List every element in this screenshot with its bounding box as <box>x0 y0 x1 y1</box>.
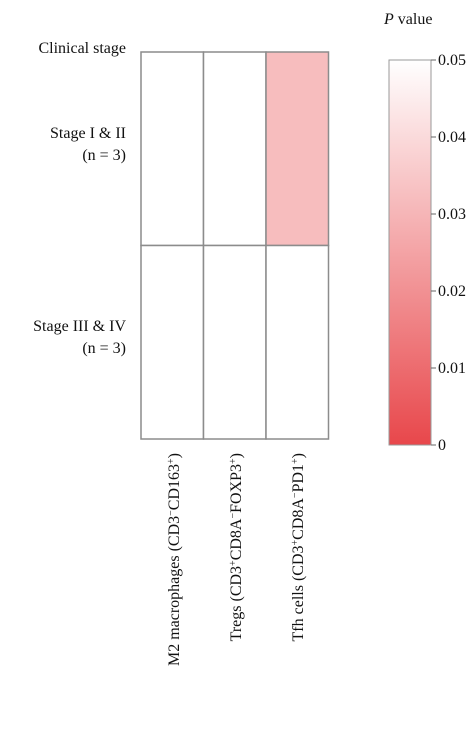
row-labels: Stage I & II (n = 3) Stage III & IV (n =… <box>33 125 126 357</box>
colorbar-tick-label: 0.01 <box>438 360 466 377</box>
colorbar-tick-label: 0.05 <box>438 52 466 69</box>
heatmap-cell-stage-i-ii-tregs <box>202 51 267 247</box>
column-label-tfh-cells: Tfh cells (CD3+CD8A−PD1+) <box>290 453 308 641</box>
heatmap-cell-stage-i-ii-m2-macrophages <box>140 51 205 247</box>
heatmap-cell-stage-iii-iv-tregs <box>202 244 267 440</box>
column-label-m2-macrophages: M2 macrophages (CD3−CD163+) <box>166 453 184 666</box>
row-label-2-line1: Stage III & IV <box>33 318 126 335</box>
heatmap-cell-stage-iii-iv-tfh-cells <box>265 244 330 440</box>
colorbar-tick-label: 0 <box>438 437 446 454</box>
colorbar-tick-label: 0.03 <box>438 206 466 223</box>
colorbar: P value 0 0.01 0.02 0.03 0.04 0.05 <box>383 11 466 454</box>
heatmap-cell-stage-i-ii-tfh-cells <box>265 51 330 247</box>
column-labels: M2 macrophages (CD3−CD163+) Tregs (CD3+C… <box>166 453 308 666</box>
row-label-2-line2: (n = 3) <box>82 340 126 357</box>
colorbar-title: P value <box>383 11 432 28</box>
row-axis-title: Clinical stage <box>38 40 126 57</box>
row-label-1-line2: (n = 3) <box>82 147 126 164</box>
colorbar-ticks: 0 0.01 0.02 0.03 0.04 0.05 <box>431 52 466 454</box>
heatmap-cell-stage-iii-iv-m2-macrophages <box>140 244 205 440</box>
colorbar-tick-label: 0.04 <box>438 129 466 146</box>
colorbar-gradient <box>388 59 432 446</box>
column-label-tregs: Tregs (CD3+CD8A−FOXP3+) <box>228 453 246 641</box>
colorbar-tick-label: 0.02 <box>438 283 466 300</box>
row-label-1-line1: Stage I & II <box>50 125 126 142</box>
heatmap-cells <box>140 51 330 440</box>
